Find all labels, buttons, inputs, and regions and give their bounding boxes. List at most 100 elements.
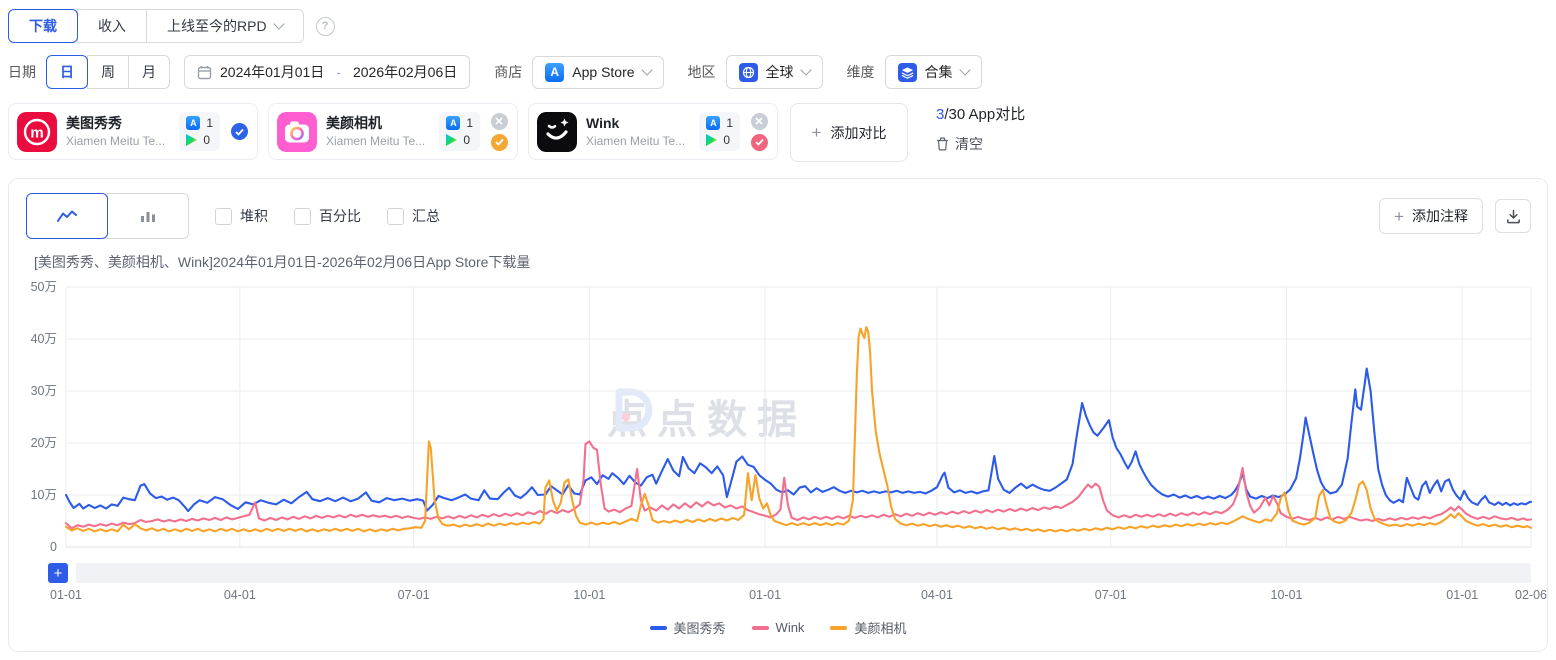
legend-item-Wink[interactable]: Wink xyxy=(751,620,805,635)
selected-check-icon[interactable] xyxy=(490,133,508,151)
help-icon[interactable]: ? xyxy=(315,16,335,36)
add-comparison-label: 添加对比 xyxy=(830,124,887,141)
legend-item-美图秀秀[interactable]: 美图秀秀 xyxy=(649,618,726,637)
y-axis-label: 20万 xyxy=(31,436,57,450)
date-end: 2026年02月06日 xyxy=(352,64,458,80)
android-count-row: 0 xyxy=(186,133,213,147)
selected-check-icon[interactable] xyxy=(750,133,768,151)
y-axis-label: 10万 xyxy=(31,488,57,502)
date-separator: - xyxy=(336,64,341,80)
add-comparison-button[interactable]: + 添加对比 xyxy=(790,103,908,162)
android-count: 0 xyxy=(463,133,470,147)
stacked-checkbox[interactable] xyxy=(215,207,232,225)
bar-chart-icon xyxy=(141,212,155,222)
x-axis-label: 04-01 xyxy=(223,588,256,602)
granularity-month-label: 月 xyxy=(142,64,156,80)
download-chart-button[interactable] xyxy=(1495,199,1531,233)
date-start: 2024年01月01日 xyxy=(220,64,325,80)
android-count: 0 xyxy=(723,133,730,147)
x-axis-label: 01-01 xyxy=(1446,588,1479,602)
x-axis-label: 04-01 xyxy=(920,588,953,602)
clear-label: 清空 xyxy=(955,136,983,152)
app-card-text: 美颜相机 Xiamen Meitu Te... xyxy=(326,114,430,149)
percent-label: 百分比 xyxy=(319,208,361,224)
comparison-info: 3/30 App对比 清空 xyxy=(936,103,1025,154)
ios-count: 1 xyxy=(726,116,733,130)
chart-controls: 堆积 百分比 汇总 + 添加注释 xyxy=(9,179,1547,239)
summary-label: 汇总 xyxy=(412,208,440,224)
android-count: 0 xyxy=(203,133,210,147)
app-name: 美颜相机 xyxy=(326,115,382,131)
region-value: 全球 xyxy=(765,64,794,80)
dimension-select[interactable]: 合集 xyxy=(884,55,982,89)
add-annotation-button[interactable]: + 添加注释 xyxy=(1379,198,1483,234)
line-chart-toggle[interactable] xyxy=(26,193,108,239)
layers-icon xyxy=(897,62,917,82)
region-select[interactable]: 全球 xyxy=(725,55,823,89)
tab-revenue[interactable]: 收入 xyxy=(77,9,147,43)
summary-checkbox-row[interactable]: 汇总 xyxy=(387,206,440,226)
x-axis: 01-01 04-01 07-01 10-01 01-01 04-01 07-01 10-01… xyxy=(9,588,1547,605)
trash-icon xyxy=(937,137,948,151)
line-chart-plot[interactable]: 0 10万 20万 30万 40万 50万 xyxy=(9,277,1549,553)
store-label: 商店 xyxy=(494,64,523,80)
bar-chart-toggle[interactable] xyxy=(107,193,189,239)
granularity-week[interactable]: 周 xyxy=(87,55,129,89)
app-store-badge-icon: A xyxy=(706,116,721,130)
percent-checkbox-row[interactable]: 百分比 xyxy=(294,206,361,226)
granularity-day-label: 日 xyxy=(60,64,74,80)
chart-scrollbar[interactable] xyxy=(76,563,1531,583)
app-card-text: 美图秀秀 Xiamen Meitu Te... xyxy=(66,114,170,149)
chart-zoom-button[interactable]: + xyxy=(48,563,68,583)
chevron-down-icon xyxy=(958,64,971,76)
selected-check-icon[interactable] xyxy=(230,123,248,140)
granularity-month[interactable]: 月 xyxy=(128,55,170,89)
beautycam-app-icon xyxy=(277,111,317,152)
app-store-badge-icon: A xyxy=(446,116,461,130)
chart-area: 点点数据 0 10万 20万 30万 40万 50万 xyxy=(9,277,1547,553)
legend-swatch xyxy=(649,625,667,630)
remove-app-icon[interactable] xyxy=(490,112,508,130)
chart-type-toggle xyxy=(26,193,189,239)
dimension-label: 维度 xyxy=(846,64,875,80)
chevron-down-icon xyxy=(799,64,812,76)
meitu-app-icon: m xyxy=(17,111,57,152)
legend-label: Wink xyxy=(775,620,805,635)
chart-brush: + xyxy=(48,563,1531,583)
x-axis-label: 01-01 xyxy=(749,588,782,602)
legend-item-美颜相机[interactable]: 美颜相机 xyxy=(830,618,906,637)
stacked-label: 堆积 xyxy=(240,208,268,224)
date-range-picker[interactable]: 2024年01月01日 - 2026年02月06日 xyxy=(184,55,471,89)
percent-checkbox[interactable] xyxy=(294,207,311,225)
plus-icon: + xyxy=(811,123,822,142)
chart-legend: 美图秀秀 Wink 美颜相机 xyxy=(9,618,1547,637)
plus-icon: + xyxy=(1394,206,1404,226)
chart-actions: + 添加注释 xyxy=(1379,198,1531,234)
remove-app-icon[interactable] xyxy=(750,112,768,130)
x-axis-label: 10-01 xyxy=(1270,588,1303,602)
tab-download[interactable]: 下载 xyxy=(8,9,78,43)
store-select[interactable]: A App Store xyxy=(532,55,664,89)
granularity-week-label: 周 xyxy=(101,64,115,80)
granularity-day[interactable]: 日 xyxy=(46,55,88,89)
google-play-icon xyxy=(706,134,718,146)
chart-panel: 堆积 百分比 汇总 + 添加注释 [美图秀秀、美颜相机、Wink]2024年01… xyxy=(8,178,1548,652)
ios-count: 1 xyxy=(206,116,213,130)
calendar-icon xyxy=(197,65,212,79)
y-axis-label: 0 xyxy=(50,540,57,553)
summary-checkbox[interactable] xyxy=(387,207,404,225)
tab-rpd[interactable]: 上线至今的RPD xyxy=(146,9,304,43)
stacked-checkbox-row[interactable]: 堆积 xyxy=(215,206,268,226)
app-store-badge-icon: A xyxy=(186,116,201,130)
clear-button[interactable]: 清空 xyxy=(936,134,1025,154)
plus-icon: + xyxy=(53,564,63,582)
android-count-row: 0 xyxy=(706,133,733,147)
